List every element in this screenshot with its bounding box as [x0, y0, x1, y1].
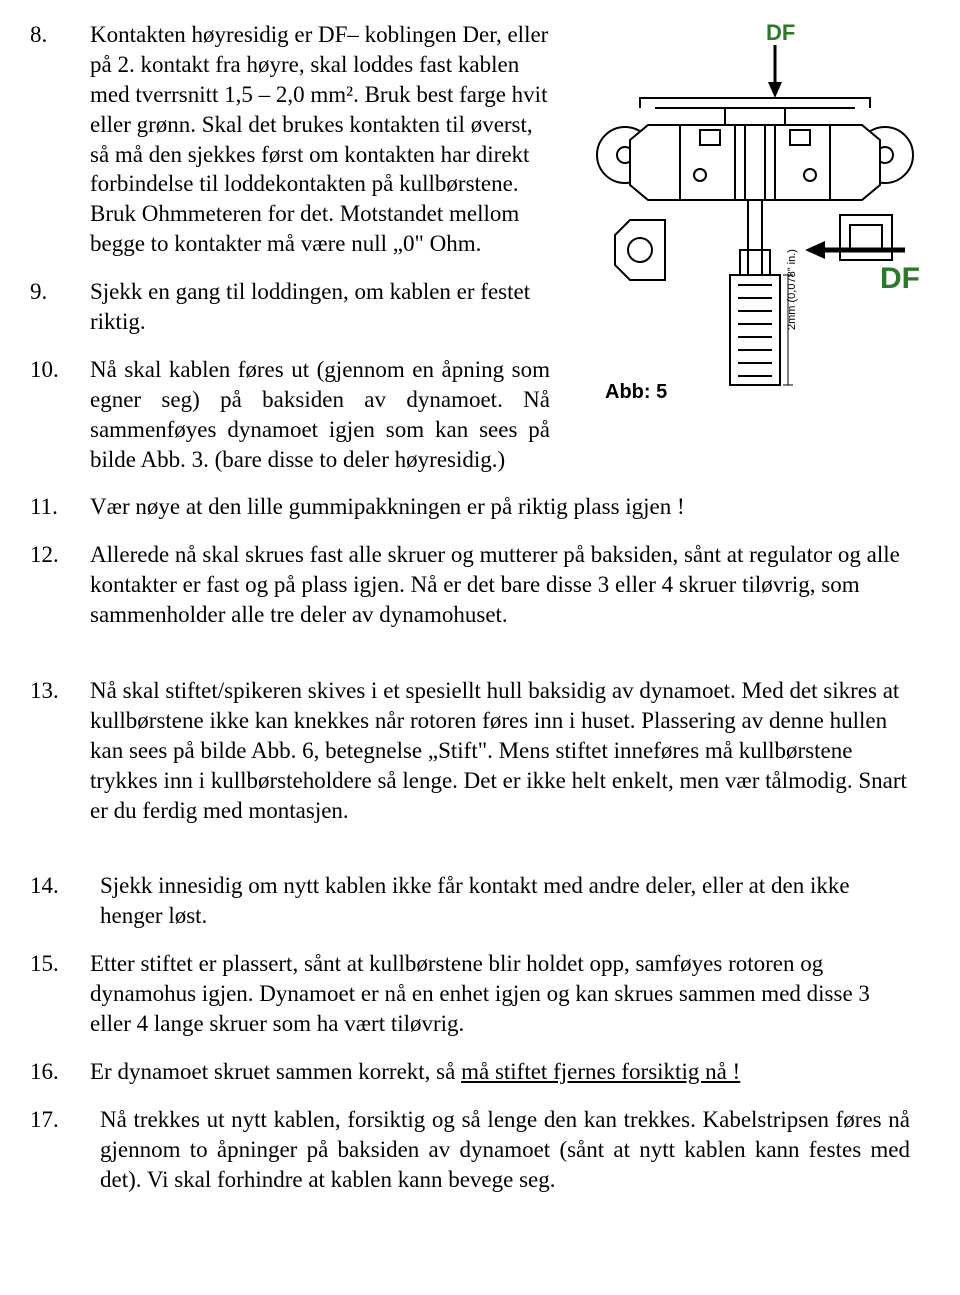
list-text: Er dynamoet skruet sammen korrekt, så må…: [90, 1057, 910, 1087]
text-prefix: Er dynamoet skruet sammen korrekt, så: [90, 1059, 461, 1084]
list-text: Etter stiftet er plassert, sånt at kullb…: [90, 949, 910, 1039]
list-item-16: 16. Er dynamoet skruet sammen korrekt, s…: [30, 1057, 910, 1087]
list-number: 11.: [30, 492, 90, 522]
list-text: Allerede nå skal skrues fast alle skruer…: [90, 540, 910, 630]
list-item-15: 15. Etter stiftet er plassert, sånt at k…: [30, 949, 910, 1039]
list-text: Nå trekkes ut nytt kablen, forsiktig og …: [90, 1105, 910, 1195]
list-item-17: 17. Nå trekkes ut nytt kablen, forsiktig…: [30, 1105, 910, 1195]
list-item-13: 13. Nå skal stiftet/spikeren skives i et…: [30, 676, 910, 825]
list-number: 9.: [30, 277, 90, 337]
diagram-abb5: DF: [570, 20, 940, 443]
list-item-9: 9. Sjekk en gang til loddingen, om kable…: [30, 277, 550, 337]
list-text: Nå skal kablen føres ut (gjennom en åpni…: [90, 355, 550, 475]
list-item-12: 12. Allerede nå skal skrues fast alle sk…: [30, 540, 910, 630]
diagram-label-right: DF: [880, 262, 920, 295]
list-text: Nå skal stiftet/spikeren skives i et spe…: [90, 676, 910, 825]
list-number: 17.: [30, 1105, 90, 1195]
diagram-label-top: DF: [766, 20, 795, 45]
list-number: 8.: [30, 20, 90, 259]
list-number: 13.: [30, 676, 90, 825]
list-text: Sjekk en gang til loddingen, om kablen e…: [90, 277, 550, 337]
list-item-11: 11. Vær nøye at den lille gummipakkninge…: [30, 492, 910, 522]
list-number: 12.: [30, 540, 90, 630]
list-text: Vær nøye at den lille gummipakkningen er…: [90, 492, 910, 522]
list-item-14: 14. Sjekk innesidig om nytt kablen ikke …: [30, 871, 910, 931]
list-number: 14.: [30, 871, 90, 931]
list-number: 16.: [30, 1057, 90, 1087]
list-number: 10.: [30, 355, 90, 475]
diagram-svg: DF: [570, 20, 940, 435]
list-item-8: 8. Kontakten høyresidig er DF– koblingen…: [30, 20, 550, 259]
list-number: 15.: [30, 949, 90, 1039]
diagram-label-caption: Abb: 5: [605, 381, 667, 403]
list-text: Sjekk innesidig om nytt kablen ikke får …: [90, 871, 910, 931]
text-underlined: må stiftet fjernes forsiktig nå !: [461, 1059, 740, 1084]
list-text: Kontakten høyresidig er DF– koblingen De…: [90, 20, 550, 259]
list-item-10: 10. Nå skal kablen føres ut (gjennom en …: [30, 355, 550, 475]
